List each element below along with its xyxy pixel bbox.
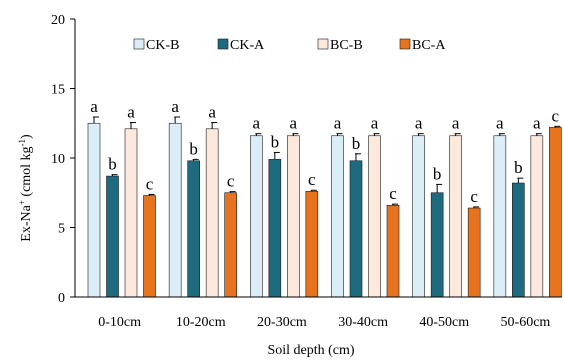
y-axis-title-sup-plus: +: [17, 200, 27, 205]
bar: [250, 135, 263, 298]
legend-label: CK-A: [230, 38, 265, 53]
y-tick-label: 15: [51, 83, 65, 98]
bar: [430, 192, 444, 298]
y-tick-label: 20: [51, 13, 65, 28]
significance-label: b: [189, 139, 198, 158]
significance-label: a: [90, 97, 98, 116]
bar: [268, 159, 282, 298]
y-tick-label: 0: [58, 291, 65, 306]
bar: [530, 135, 544, 298]
significance-label: c: [146, 174, 154, 193]
bar: [549, 127, 562, 298]
bar: [349, 160, 363, 298]
legend-swatch: [317, 38, 329, 50]
significance-label: a: [533, 114, 541, 133]
significance-label: b: [433, 164, 442, 183]
significance-label: b: [514, 158, 523, 177]
legend-label: BC-A: [412, 38, 446, 53]
significance-label: b: [352, 134, 361, 153]
y-tick-label: 5: [58, 222, 65, 237]
legend: CK-B CK-A BC-B BC-A: [133, 38, 446, 53]
significance-label: a: [452, 114, 460, 133]
significance-label: c: [552, 106, 560, 125]
legend-swatch: [399, 38, 411, 50]
x-tick-label: 40-50cm: [419, 315, 469, 330]
significance-label: a: [415, 114, 423, 133]
x-tick-label: 20-30cm: [257, 315, 307, 330]
x-tick-label: 30-40cm: [338, 315, 388, 330]
significance-label: a: [334, 114, 342, 133]
significance-label: a: [127, 103, 135, 122]
x-tick-label: 10-20cm: [176, 315, 226, 330]
significance-label: b: [108, 155, 117, 174]
x-tick-label: 0-10cm: [98, 315, 141, 330]
bar: [467, 207, 481, 298]
significance-label: c: [227, 172, 235, 191]
y-axis-title: Ex-Na+ (cmol kg-1): [17, 134, 34, 242]
bar: [493, 135, 507, 298]
y-axis-title-base: Ex-Na: [19, 204, 34, 241]
significance-label: a: [290, 114, 298, 133]
bar: [187, 160, 200, 298]
bar: [512, 182, 525, 298]
y-axis-title-close: ): [19, 134, 34, 139]
significance-label: b: [271, 132, 280, 151]
x-ticks: 0-10cm 10-20cm 20-30cm 30-40cm 40-50cm 50-60c…: [98, 315, 550, 330]
significance-label: a: [253, 114, 261, 133]
significance-label: c: [308, 170, 316, 189]
bar: [305, 191, 319, 298]
bar: [168, 122, 182, 298]
significance-label: c: [389, 184, 397, 203]
x-axis-title: Soil depth (cm): [267, 343, 354, 358]
y-axis-title-sup-minus-one: -1: [17, 139, 27, 147]
bar: [205, 128, 219, 298]
bar: [287, 135, 300, 298]
y-ticks: 0 5 10 15 20: [51, 13, 75, 306]
significance-label: c: [470, 187, 478, 206]
bar: [368, 135, 381, 298]
bar: [449, 135, 462, 298]
legend-swatch: [217, 38, 229, 50]
legend-swatch: [133, 38, 145, 50]
bar: [412, 135, 425, 298]
x-tick-label: 50-60cm: [501, 315, 551, 330]
significance-label: a: [171, 97, 179, 116]
significance-label: a: [496, 114, 504, 133]
bar: [224, 192, 237, 298]
bar: [106, 175, 119, 298]
y-tick-label: 10: [51, 152, 65, 167]
significance-label: a: [208, 103, 216, 122]
significance-label: a: [371, 114, 379, 133]
legend-label: CK-B: [146, 38, 179, 53]
legend-label: BC-B: [330, 38, 363, 53]
bar: [331, 135, 344, 298]
y-axis-title-unit: (cmol kg: [19, 146, 34, 200]
bar: [124, 128, 138, 298]
bar: [143, 195, 156, 298]
bar: [386, 204, 400, 298]
bar: [87, 122, 101, 298]
